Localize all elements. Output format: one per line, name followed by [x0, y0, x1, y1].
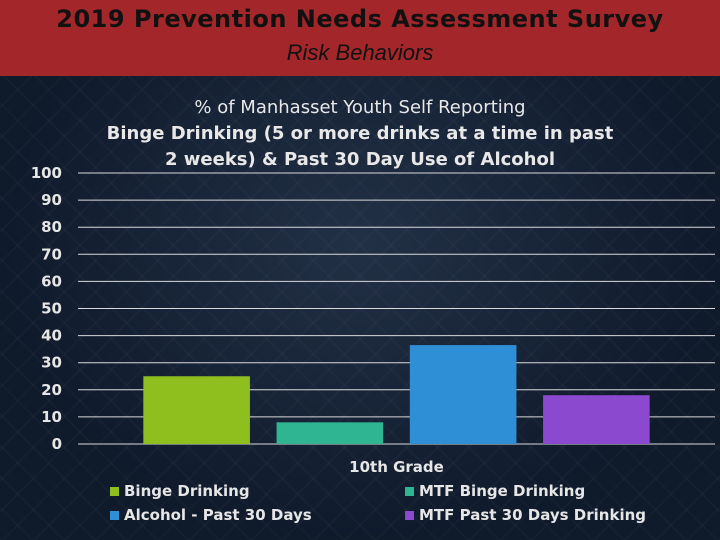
- legend-label: MTF Past 30 Days Drinking: [419, 506, 646, 524]
- legend-label: Binge Drinking: [124, 482, 250, 500]
- legend-item: Alcohol - Past 30 Days: [110, 506, 312, 524]
- bar-mtf-past-30-days-drinking: [543, 395, 650, 444]
- y-tick-label: 80: [41, 218, 62, 236]
- chart-title-line2: Binge Drinking (5 or more drinks at a ti…: [106, 123, 614, 170]
- legend-item: MTF Past 30 Days Drinking: [405, 506, 646, 524]
- y-tick-label: 60: [41, 272, 62, 290]
- y-tick-label: 90: [41, 191, 62, 209]
- legend-label: MTF Binge Drinking: [419, 482, 586, 500]
- page-subtitle: Risk Behaviors: [286, 40, 434, 65]
- y-tick-label: 100: [31, 164, 62, 182]
- legend-label: Alcohol - Past 30 Days: [124, 506, 312, 524]
- y-tick-label: 50: [41, 300, 62, 318]
- legend-swatch: [110, 487, 119, 496]
- legend-item: MTF Binge Drinking: [405, 482, 585, 500]
- y-tick-label: 10: [41, 408, 62, 426]
- y-tick-label: 0: [52, 435, 62, 453]
- y-tick-label: 30: [41, 354, 62, 372]
- bar-mtf-binge-drinking: [276, 422, 384, 444]
- y-tick-label: 40: [41, 327, 62, 345]
- y-tick-label: 70: [41, 245, 62, 263]
- legend-swatch: [110, 511, 119, 520]
- chart-title-line1: % of Manhasset Youth Self Reporting: [194, 97, 526, 118]
- x-category-label: 10th Grade: [349, 458, 444, 476]
- page-title: 2019 Prevention Needs Assessment Survey: [56, 5, 664, 33]
- bar-alcohol-past-30-days: [409, 345, 517, 444]
- legend-item: Binge Drinking: [110, 482, 250, 500]
- y-tick-label: 20: [41, 381, 62, 399]
- header-banner: 2019 Prevention Needs Assessment Survey …: [0, 0, 720, 76]
- bar-binge-drinking: [143, 376, 250, 444]
- chart-title: % of Manhasset Youth Self Reporting Bing…: [100, 95, 620, 173]
- legend-swatch: [405, 511, 414, 520]
- legend-swatch: [405, 487, 414, 496]
